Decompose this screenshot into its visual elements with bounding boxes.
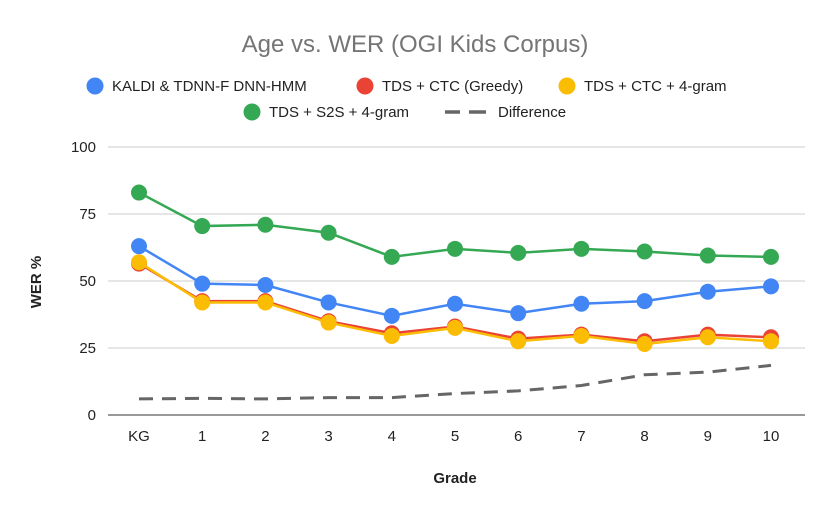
legend-label: TDS + CTC + 4-gram <box>584 78 727 95</box>
data-point <box>763 333 779 350</box>
data-point <box>636 293 653 310</box>
data-point <box>320 224 337 241</box>
y-tick-label: 0 <box>88 407 96 424</box>
x-axis-title: Grade <box>433 470 476 487</box>
data-point <box>447 295 463 312</box>
legend-label: TDS + S2S + 4-gram <box>269 104 409 121</box>
data-point <box>320 294 337 311</box>
x-tick-label: 3 <box>324 428 332 445</box>
x-tick-label: 10 <box>763 428 780 445</box>
data-point <box>510 244 527 261</box>
data-point <box>573 295 590 312</box>
data-point <box>131 238 147 255</box>
legend-swatch <box>558 77 576 95</box>
y-axis-title: WER % <box>28 256 45 309</box>
legend: KALDI & TDNN-F DNN-HMM TDS + CTC (Greedy)… <box>86 77 727 121</box>
y-tick-label: 50 <box>79 273 96 290</box>
y-tick-label: 100 <box>71 139 96 156</box>
x-tick-label: 5 <box>451 428 459 445</box>
data-point <box>763 248 779 265</box>
x-tick-label: 2 <box>261 428 269 445</box>
data-point <box>636 243 653 260</box>
data-point <box>194 294 211 311</box>
data-point <box>257 294 274 311</box>
data-point <box>131 184 147 201</box>
series-line <box>138 363 772 401</box>
data-point <box>194 218 211 235</box>
data-point <box>131 254 147 271</box>
series-tds-s2s-4-gram <box>131 184 779 265</box>
data-point <box>383 307 400 324</box>
legend-item: TDS + CTC + 4-gram <box>558 77 727 95</box>
x-axis: KG 1 2 3 4 5 6 7 8 9 10 <box>128 428 779 445</box>
data-point <box>699 247 716 264</box>
data-point <box>383 248 400 265</box>
legend-label: Difference <box>498 104 566 121</box>
y-tick-label: 75 <box>79 206 96 223</box>
data-point <box>573 327 590 344</box>
chart-title: Age vs. WER (OGI Kids Corpus) <box>242 31 589 58</box>
legend-item: TDS + CTC (Greedy) <box>356 77 523 95</box>
data-point <box>699 329 716 346</box>
legend-swatch <box>243 103 261 121</box>
grid <box>108 146 805 416</box>
data-point <box>699 283 716 300</box>
data-point <box>636 335 653 352</box>
data-point <box>510 305 527 322</box>
data-point <box>447 319 463 336</box>
x-tick-label: 8 <box>640 428 648 445</box>
x-tick-label: 6 <box>514 428 522 445</box>
data-point <box>573 240 590 257</box>
data-point <box>510 333 527 350</box>
data-point <box>257 216 274 233</box>
legend-item: KALDI & TDNN-F DNN-HMM <box>86 77 307 95</box>
plot-area <box>131 184 779 401</box>
series-difference <box>138 363 772 401</box>
x-tick-label: KG <box>128 428 150 445</box>
series-kaldi-tdnn-f-dnn-hmm <box>131 238 779 324</box>
x-tick-label: 1 <box>198 428 206 445</box>
legend-label: KALDI & TDNN-F DNN-HMM <box>112 78 307 95</box>
data-point <box>257 277 274 294</box>
data-point <box>447 240 463 257</box>
legend-swatch <box>356 77 374 95</box>
legend-item: TDS + S2S + 4-gram <box>243 103 409 121</box>
data-point <box>320 314 337 331</box>
series-tds-ctc-4-gram <box>131 254 779 352</box>
data-point <box>763 278 779 295</box>
legend-label: TDS + CTC (Greedy) <box>382 78 523 95</box>
data-point <box>194 275 211 292</box>
x-tick-label: 9 <box>704 428 712 445</box>
y-tick-label: 25 <box>79 340 96 357</box>
legend-swatch <box>86 77 104 95</box>
data-point <box>383 327 400 344</box>
y-axis: 0 25 50 75 100 <box>71 139 96 424</box>
x-tick-label: 7 <box>577 428 585 445</box>
legend-item: Difference <box>445 104 566 121</box>
x-tick-label: 4 <box>388 428 396 445</box>
